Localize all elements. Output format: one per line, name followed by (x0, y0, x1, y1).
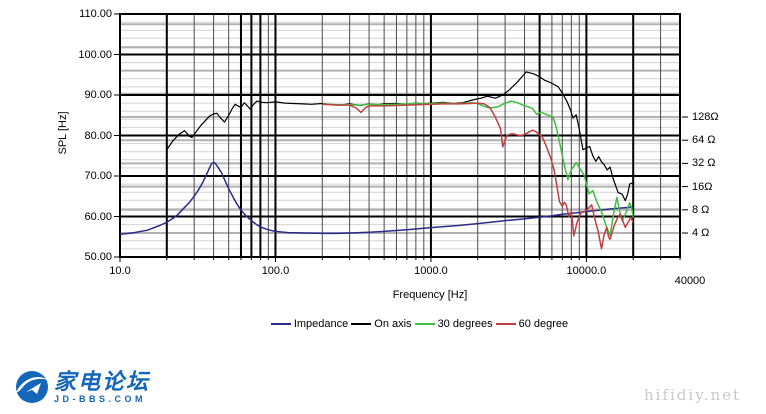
x-tick-label: 100.0 (261, 265, 290, 277)
impedance-tick-label: 64 Ω (692, 134, 716, 147)
legend-swatch (495, 323, 516, 325)
y-tick-label: 110.00 (79, 8, 112, 20)
jd-bbs-logo-domain: JD-BBS.COM (54, 393, 147, 404)
series-curve-60-degree (322, 102, 634, 250)
y-tick-label: 90.00 (84, 89, 112, 101)
legend-label: 60 degree (518, 318, 569, 330)
legend-swatch (414, 323, 435, 325)
y-tick-label: 80.00 (84, 129, 112, 142)
legend-label: Impedance (293, 318, 349, 330)
impedance-tick-label: 4 Ω (692, 227, 710, 239)
x-tick-label: 1000.0 (414, 265, 448, 277)
x-tick-label: 10000.0 (566, 265, 607, 277)
y-tick-label: 70.00 (84, 170, 112, 182)
y-tick-label: 100.00 (78, 48, 112, 61)
impedance-tick-label: 8 Ω (692, 203, 710, 216)
legend-label: On axis (374, 318, 412, 330)
y-tick-label: 50.00 (84, 251, 112, 263)
x-axis-title: Frequency [Hz] (392, 289, 468, 301)
legend-label: 30 degrees (437, 318, 493, 330)
jd-bbs-logo-icon (16, 371, 48, 403)
hifidiy-watermark: hifidiy.net (644, 386, 742, 404)
legend-item-60-degree: 60 degree (493, 318, 569, 330)
jd-bbs-logo-text: 家电论坛 (54, 368, 151, 394)
series-curve-30-degrees (322, 100, 634, 237)
jd-bbs-logo: 家电论坛 JD-BBS.COM (14, 368, 150, 406)
legend-item-impedance: Impedance (268, 318, 348, 330)
x-tick-label: 40000 (674, 275, 706, 287)
legend-swatch (351, 323, 372, 325)
impedance-tick-label: 128Ω (692, 111, 719, 123)
series-curve-impedance (120, 161, 634, 236)
y-tick-label: 60.00 (84, 210, 112, 223)
impedance-tick-label: 32 Ω (692, 157, 716, 170)
chart-legend: Impedance On axis 30 degrees 60 degree (70, 318, 766, 330)
legend-item-30-degrees: 30 degrees (412, 318, 493, 330)
legend-item-on-axis: On axis (348, 318, 412, 330)
legend-swatch (270, 323, 291, 325)
x-tick-label: 10.0 (109, 265, 131, 277)
impedance-tick-label: 16Ω (692, 180, 713, 193)
